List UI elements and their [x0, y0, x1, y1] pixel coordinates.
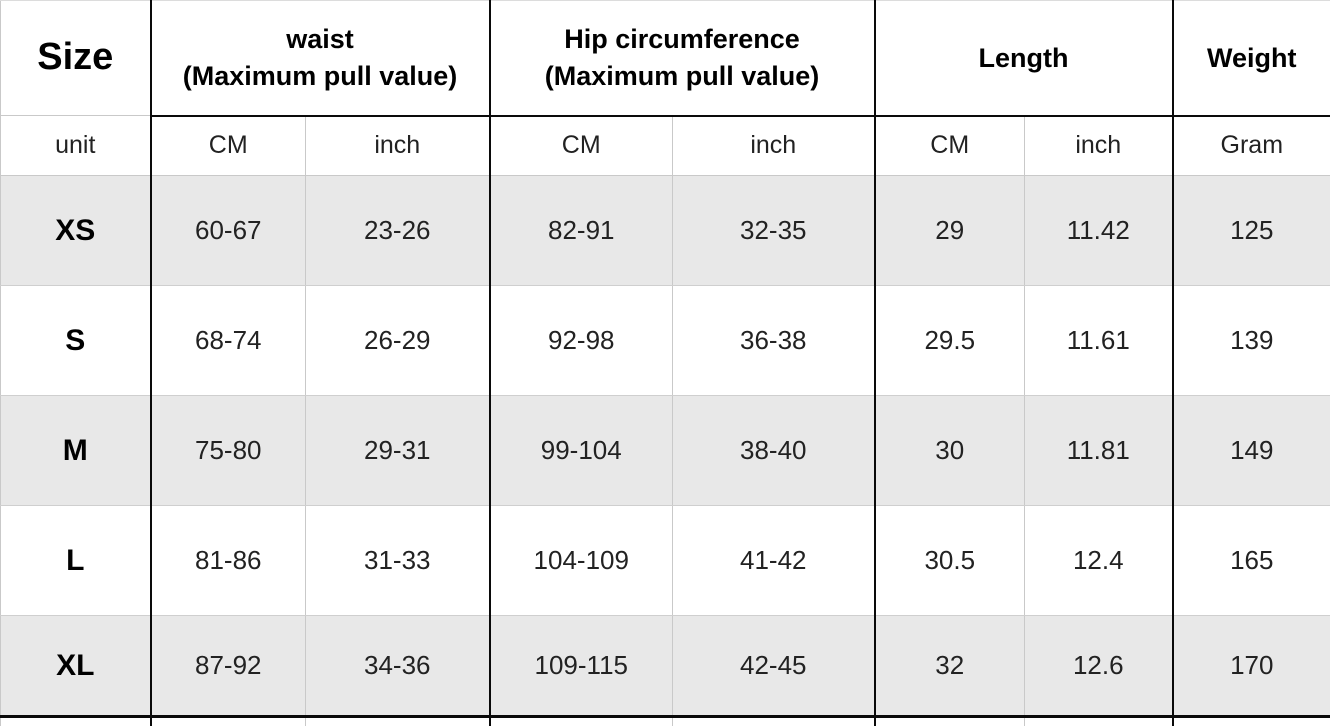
cell-hip-inch: 36-38 [672, 285, 876, 396]
cell-hip-cm: 92-98 [489, 285, 673, 396]
unit-waist-inch: inch [305, 115, 491, 176]
cell-hip-cm: 109-115 [489, 615, 673, 718]
cell-waist-cm: 60-67 [150, 175, 306, 286]
clipped-cell [1172, 716, 1330, 726]
size-label: XL [0, 615, 152, 718]
group-header-hip: Hip circumference (Maximum pull value) [489, 0, 876, 117]
clipped-cell [150, 716, 306, 726]
clipped-cell [489, 716, 673, 726]
cell-waist-cm: 75-80 [150, 395, 306, 506]
group-header-length: Length [874, 0, 1174, 117]
cell-hip-inch: 32-35 [672, 175, 876, 286]
clipped-cell [0, 716, 152, 726]
cell-weight: 139 [1172, 285, 1330, 396]
unit-hip-cm: CM [489, 115, 673, 176]
size-label: M [0, 395, 152, 506]
cell-waist-cm: 81-86 [150, 505, 306, 616]
unit-waist-cm: CM [150, 115, 306, 176]
cell-hip-cm: 104-109 [489, 505, 673, 616]
unit-length-cm: CM [874, 115, 1025, 176]
unit-length-inch: inch [1024, 115, 1174, 176]
size-row-s: S 68-74 26-29 92-98 36-38 29.5 11.61 139 [0, 285, 1330, 396]
cell-length-inch: 12.6 [1024, 615, 1174, 718]
clipped-cell [672, 716, 876, 726]
size-label: S [0, 285, 152, 396]
clipped-cell [305, 716, 491, 726]
cell-weight: 149 [1172, 395, 1330, 506]
size-row-m: M 75-80 29-31 99-104 38-40 30 11.81 149 [0, 395, 1330, 506]
cell-weight: 125 [1172, 175, 1330, 286]
unit-weight-gram: Gram [1172, 115, 1330, 176]
group-header-hip-line1: Hip circumference [564, 24, 800, 55]
unit-row: unit CM inch CM inch CM inch Gram [0, 115, 1330, 176]
size-row-xl: XL 87-92 34-36 109-115 42-45 32 12.6 170 [0, 615, 1330, 718]
cell-length-cm: 30.5 [874, 505, 1025, 616]
column-header-size: Size [0, 0, 152, 116]
clipped-cell [1024, 716, 1174, 726]
cell-hip-cm: 99-104 [489, 395, 673, 506]
cell-length-cm: 32 [874, 615, 1025, 718]
size-label: L [0, 505, 152, 616]
cell-weight: 165 [1172, 505, 1330, 616]
cell-length-inch: 11.61 [1024, 285, 1174, 396]
size-row-xs: XS 60-67 23-26 82-91 32-35 29 11.42 125 [0, 175, 1330, 286]
group-header-hip-line2: (Maximum pull value) [544, 60, 820, 91]
group-header-weight: Weight [1172, 0, 1330, 117]
cell-waist-inch: 29-31 [305, 395, 491, 506]
cell-hip-inch: 41-42 [672, 505, 876, 616]
unit-hip-inch: inch [672, 115, 876, 176]
group-header-waist-line1: waist [286, 24, 354, 55]
clipped-bottom-row [0, 716, 1330, 726]
group-header-waist: waist (Maximum pull value) [150, 0, 491, 117]
size-row-l: L 81-86 31-33 104-109 41-42 30.5 12.4 16… [0, 505, 1330, 616]
cell-length-inch: 11.81 [1024, 395, 1174, 506]
unit-label: unit [0, 115, 152, 176]
cell-waist-inch: 23-26 [305, 175, 491, 286]
cell-waist-inch: 31-33 [305, 505, 491, 616]
cell-hip-inch: 38-40 [672, 395, 876, 506]
cell-hip-inch: 42-45 [672, 615, 876, 718]
cell-length-cm: 30 [874, 395, 1025, 506]
cell-length-cm: 29.5 [874, 285, 1025, 396]
cell-waist-inch: 34-36 [305, 615, 491, 718]
header-group-row: Size waist (Maximum pull value) Hip circ… [0, 0, 1330, 117]
group-header-waist-line2: (Maximum pull value) [182, 60, 458, 91]
cell-waist-cm: 87-92 [150, 615, 306, 718]
cell-length-inch: 11.42 [1024, 175, 1174, 286]
cell-hip-cm: 82-91 [489, 175, 673, 286]
cell-waist-inch: 26-29 [305, 285, 491, 396]
size-label: XS [0, 175, 152, 286]
cell-waist-cm: 68-74 [150, 285, 306, 396]
cell-weight: 170 [1172, 615, 1330, 718]
cell-length-inch: 12.4 [1024, 505, 1174, 616]
clipped-cell [874, 716, 1025, 726]
cell-length-cm: 29 [874, 175, 1025, 286]
